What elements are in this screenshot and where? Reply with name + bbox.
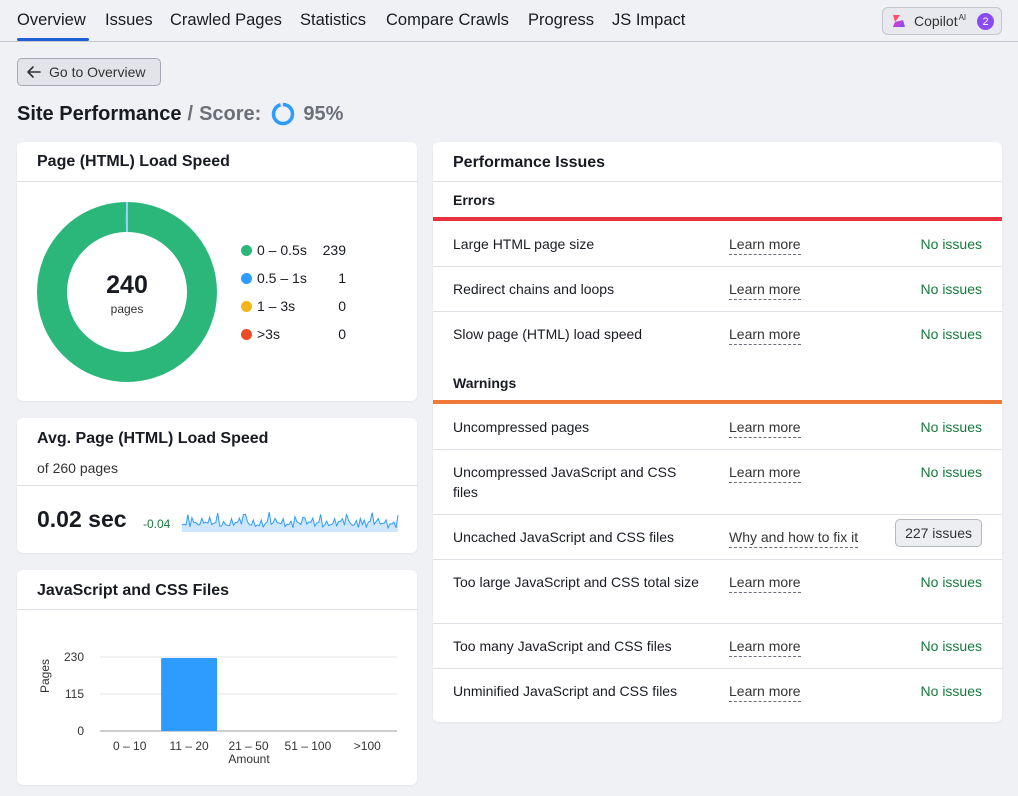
copilot-logo-icon: [893, 15, 905, 27]
learn-more-link[interactable]: Learn more: [729, 636, 801, 657]
issue-status: No issues: [920, 236, 982, 252]
avg-speed-subtitle: of 260 pages: [37, 460, 118, 476]
issue-status: No issues: [920, 464, 982, 480]
errors-section-label: Errors: [453, 192, 496, 208]
copilot-ai-sup: AI: [958, 12, 967, 22]
chart-xtick: 21 – 50: [228, 739, 268, 753]
load-speed-card: Page (HTML) Load Speed 240 pages 0 – 0.5…: [17, 142, 417, 401]
issue-name: Too large JavaScript and CSS total size: [453, 574, 699, 590]
learn-more-link[interactable]: Learn more: [729, 234, 801, 255]
chart-xlabel: Amount: [228, 752, 270, 766]
legend-value: 0: [338, 298, 346, 314]
chart-ytick: 230: [64, 650, 84, 664]
legend-item: 0 – 0.5s: [241, 242, 307, 258]
legend-dot: [241, 300, 252, 312]
issue-name: Large HTML page size: [453, 236, 595, 252]
legend-dot: [241, 272, 252, 284]
avg-speed-sparkline: [181, 512, 399, 532]
tab-overview[interactable]: Overview: [17, 11, 86, 29]
tab-bar: Overview Issues Crawled Pages Statistics…: [0, 0, 1018, 42]
issue-name: Too many JavaScript and CSS files: [453, 638, 672, 654]
issue-status: No issues: [920, 419, 982, 435]
legend-value: 1: [338, 270, 346, 286]
issue-status: No issues: [920, 574, 982, 590]
legend-item: >3s: [241, 326, 280, 342]
warnings-accent-line: [433, 400, 1002, 404]
legend-value: 239: [322, 242, 346, 258]
score-ring: [272, 102, 295, 126]
learn-more-link[interactable]: Learn more: [729, 681, 801, 702]
legend-value: 0: [338, 326, 346, 342]
copilot-button[interactable]: Copilot AI 2: [882, 7, 1002, 35]
issue-name: Slow page (HTML) load speed: [453, 326, 643, 342]
tab-statistics[interactable]: Statistics: [300, 11, 367, 29]
learn-more-link[interactable]: Learn more: [729, 324, 801, 345]
chart-bar[interactable]: [161, 657, 218, 731]
copilot-count-badge: 2: [977, 13, 994, 30]
issue-status: No issues: [920, 326, 982, 342]
learn-more-link[interactable]: Learn more: [729, 462, 801, 483]
legend-label: 0 – 0.5s: [257, 242, 307, 258]
active-tab-indicator: [17, 38, 89, 41]
avg-speed-delta: -0.04: [143, 517, 171, 531]
title-separator: /: [187, 102, 194, 125]
chart-ytick: 0: [77, 724, 84, 738]
issue-status: No issues: [920, 638, 982, 654]
issue-status: No issues: [920, 683, 982, 699]
issue-name: Unminified JavaScript and CSS files: [453, 683, 678, 699]
score-label: Score:: [199, 102, 262, 125]
performance-issues-card: Performance Issues Errors Large HTML pag…: [433, 142, 1002, 722]
chart-ylabel: Pages: [38, 659, 52, 693]
learn-more-link[interactable]: Learn more: [729, 417, 801, 438]
js-css-title: JavaScript and CSS Files: [37, 582, 230, 599]
tab-compare-crawls[interactable]: Compare Crawls: [386, 11, 509, 29]
tab-js-impact[interactable]: JS Impact: [612, 11, 686, 29]
issue-name: Uncompressed pages: [453, 419, 590, 435]
score-value: 95%: [303, 102, 344, 125]
issue-name: Uncompressed JavaScript and CSS files: [453, 464, 677, 500]
legend-dot: [241, 244, 252, 256]
donut-total-label: pages: [111, 302, 144, 316]
warnings-section-label: Warnings: [453, 375, 517, 391]
legend-dot: [241, 328, 252, 340]
learn-more-link[interactable]: Learn more: [729, 279, 801, 300]
chart-xtick: 0 – 10: [113, 739, 147, 753]
fix-guide-link[interactable]: Why and how to fix it: [729, 527, 859, 548]
arrow-left-icon: [27, 66, 41, 78]
chart-xtick: 11 – 20: [170, 739, 209, 753]
tab-progress[interactable]: Progress: [528, 11, 595, 29]
tab-issues[interactable]: Issues: [105, 11, 153, 29]
issue-name: Uncached JavaScript and CSS files: [453, 529, 674, 545]
learn-more-link[interactable]: Learn more: [729, 572, 801, 593]
issue-name: Redirect chains and loops: [453, 281, 615, 297]
chart-xtick: >100: [354, 739, 381, 753]
legend-label: 0.5 – 1s: [257, 270, 307, 286]
avg-speed-value: 0.02 sec: [37, 506, 127, 532]
js-css-card: JavaScript and CSS Files 0 – 10 11 – 20 21…: [17, 570, 417, 785]
issues-count-badge[interactable]: 227 issues: [895, 519, 982, 547]
chart-xtick: 51 – 100: [285, 739, 332, 753]
avg-speed-card: Avg. Page (HTML) Load Speed of 260 pages…: [17, 418, 417, 553]
js-css-bar-chart: 0 – 10 11 – 20 21 – 50 51 – 100 >100 0 115 230…: [38, 650, 397, 766]
chart-ytick: 115: [65, 687, 84, 701]
avg-speed-title: Avg. Page (HTML) Load Speed: [37, 430, 269, 447]
performance-issues-title: Performance Issues: [453, 154, 606, 171]
load-speed-title: Page (HTML) Load Speed: [37, 153, 230, 170]
load-speed-donut: 240 pages: [37, 202, 217, 382]
donut-total: 240: [106, 271, 148, 299]
copilot-label: Copilot: [914, 13, 958, 29]
legend-item: 0.5 – 1s: [241, 270, 307, 286]
issue-status: No issues: [920, 281, 982, 297]
legend-item: 1 – 3s: [241, 298, 295, 314]
page-title: Site Performance / Score: 95%: [17, 102, 343, 126]
legend-label: 1 – 3s: [257, 298, 296, 314]
page-title-main: Site Performance: [17, 102, 182, 125]
errors-accent-line: [433, 217, 1002, 221]
go-to-overview-button[interactable]: Go to Overview: [17, 58, 161, 86]
go-to-overview-label: Go to Overview: [49, 64, 146, 80]
legend-label: >3s: [257, 326, 280, 342]
tab-crawled-pages[interactable]: Crawled Pages: [170, 11, 282, 29]
